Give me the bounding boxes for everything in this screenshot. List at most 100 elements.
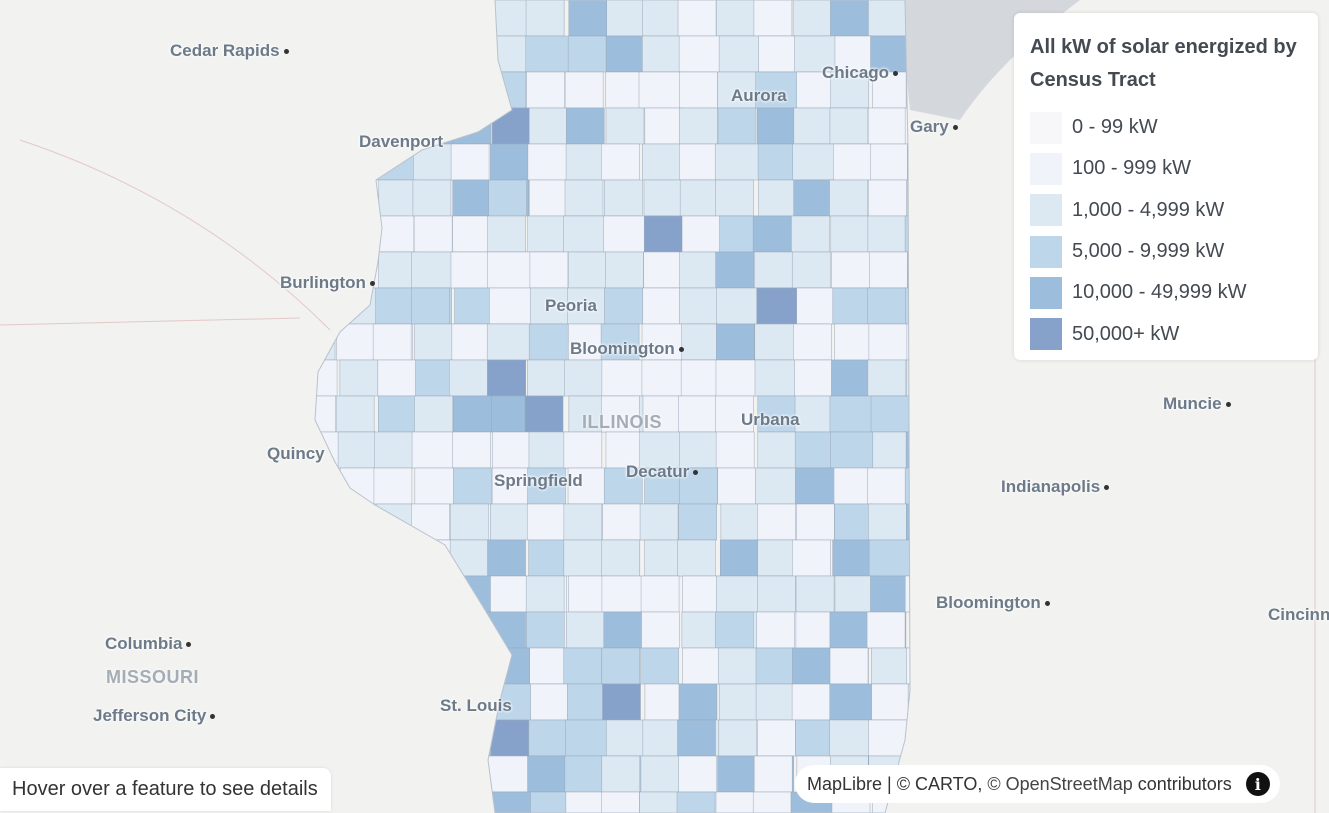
- census-tract[interactable]: [487, 539, 526, 577]
- census-tract[interactable]: [911, 324, 949, 360]
- census-tract[interactable]: [335, 611, 413, 649]
- census-tract[interactable]: [453, 611, 492, 649]
- census-tract[interactable]: [413, 215, 453, 253]
- census-tract[interactable]: [606, 719, 645, 757]
- census-tract[interactable]: [302, 611, 340, 649]
- census-tract[interactable]: [832, 539, 871, 577]
- census-tract[interactable]: [757, 503, 796, 541]
- census-tract[interactable]: [834, 503, 873, 541]
- census-tract[interactable]: [720, 503, 760, 541]
- census-tract[interactable]: [568, 323, 607, 361]
- census-tract[interactable]: [340, 575, 379, 613]
- census-tract[interactable]: [866, 611, 906, 649]
- census-tract[interactable]: [640, 575, 680, 613]
- census-tract[interactable]: [450, 143, 490, 181]
- census-tract[interactable]: [753, 755, 793, 793]
- census-tract[interactable]: [753, 0, 793, 37]
- census-tract[interactable]: [605, 107, 645, 145]
- census-tract[interactable]: [601, 395, 640, 433]
- maplibre-link[interactable]: MapLibre: [807, 773, 883, 794]
- census-tract[interactable]: [792, 539, 831, 577]
- census-tract[interactable]: [340, 539, 380, 577]
- census-tract[interactable]: [334, 719, 374, 757]
- census-tract[interactable]: [566, 683, 606, 721]
- census-tract[interactable]: [834, 575, 874, 613]
- census-tract[interactable]: [565, 143, 605, 181]
- census-tract[interactable]: [527, 467, 566, 505]
- census-tract[interactable]: [644, 683, 684, 721]
- census-tract[interactable]: [909, 539, 986, 577]
- census-tract[interactable]: [300, 575, 339, 613]
- census-tract[interactable]: [907, 143, 945, 181]
- census-tract[interactable]: [679, 107, 718, 145]
- census-tract[interactable]: [601, 791, 640, 813]
- census-tract[interactable]: [904, 467, 981, 505]
- census-tract[interactable]: [335, 35, 374, 73]
- census-tract[interactable]: [299, 179, 338, 217]
- census-tract[interactable]: [487, 215, 526, 253]
- census-tract[interactable]: [757, 575, 796, 613]
- census-tract[interactable]: [528, 107, 568, 145]
- census-tract[interactable]: [796, 503, 835, 541]
- census-tract[interactable]: [679, 467, 718, 505]
- census-tract[interactable]: [682, 647, 721, 685]
- census-tract[interactable]: [869, 251, 908, 289]
- census-tract[interactable]: [297, 71, 336, 109]
- census-tract[interactable]: [565, 791, 605, 813]
- census-tract[interactable]: [601, 755, 641, 793]
- census-tract[interactable]: [338, 287, 377, 325]
- census-tract[interactable]: [757, 107, 796, 145]
- census-tract[interactable]: [568, 575, 607, 613]
- census-tract[interactable]: [490, 719, 529, 757]
- census-tract[interactable]: [795, 575, 835, 613]
- census-tract[interactable]: [449, 359, 488, 397]
- census-tract[interactable]: [373, 467, 413, 505]
- census-tract[interactable]: [529, 719, 569, 757]
- census-tract[interactable]: [415, 647, 454, 685]
- census-tract[interactable]: [834, 35, 874, 73]
- census-tract[interactable]: [302, 215, 341, 253]
- census-tract[interactable]: [870, 647, 910, 685]
- census-tract[interactable]: [640, 647, 679, 685]
- census-tract[interactable]: [375, 215, 415, 253]
- census-tract[interactable]: [301, 107, 339, 145]
- census-tract[interactable]: [376, 0, 453, 37]
- census-tract[interactable]: [907, 251, 946, 289]
- census-tract[interactable]: [678, 503, 717, 541]
- census-tract[interactable]: [793, 179, 832, 217]
- census-tract[interactable]: [452, 575, 492, 613]
- census-tract[interactable]: [299, 467, 338, 505]
- census-tract[interactable]: [829, 107, 869, 145]
- census-tract[interactable]: [374, 71, 413, 109]
- census-tract[interactable]: [378, 755, 418, 793]
- census-tract[interactable]: [412, 179, 452, 217]
- census-tract[interactable]: [868, 323, 908, 361]
- census-tract[interactable]: [906, 359, 944, 397]
- census-tract[interactable]: [715, 179, 754, 217]
- census-tract[interactable]: [604, 179, 643, 217]
- census-tract[interactable]: [528, 323, 568, 361]
- census-tract[interactable]: [830, 215, 870, 253]
- census-tract[interactable]: [870, 35, 909, 73]
- census-tract[interactable]: [757, 431, 797, 469]
- census-tract[interactable]: [755, 683, 795, 721]
- census-tract[interactable]: [487, 611, 526, 649]
- census-tract[interactable]: [338, 71, 416, 109]
- census-tract[interactable]: [563, 431, 603, 469]
- census-tract[interactable]: [715, 611, 754, 649]
- census-tract[interactable]: [415, 611, 454, 649]
- census-tract[interactable]: [411, 503, 450, 541]
- census-tract[interactable]: [528, 431, 568, 469]
- census-tract[interactable]: [644, 107, 684, 145]
- census-tract[interactable]: [872, 71, 910, 109]
- census-tract[interactable]: [758, 35, 797, 73]
- census-tract[interactable]: [601, 647, 641, 685]
- census-tract[interactable]: [756, 611, 795, 649]
- census-tract[interactable]: [601, 143, 640, 181]
- census-tract[interactable]: [299, 683, 375, 721]
- census-tract[interactable]: [377, 395, 417, 433]
- census-tract[interactable]: [718, 683, 758, 721]
- census-tract[interactable]: [528, 539, 567, 577]
- census-tract[interactable]: [907, 683, 946, 721]
